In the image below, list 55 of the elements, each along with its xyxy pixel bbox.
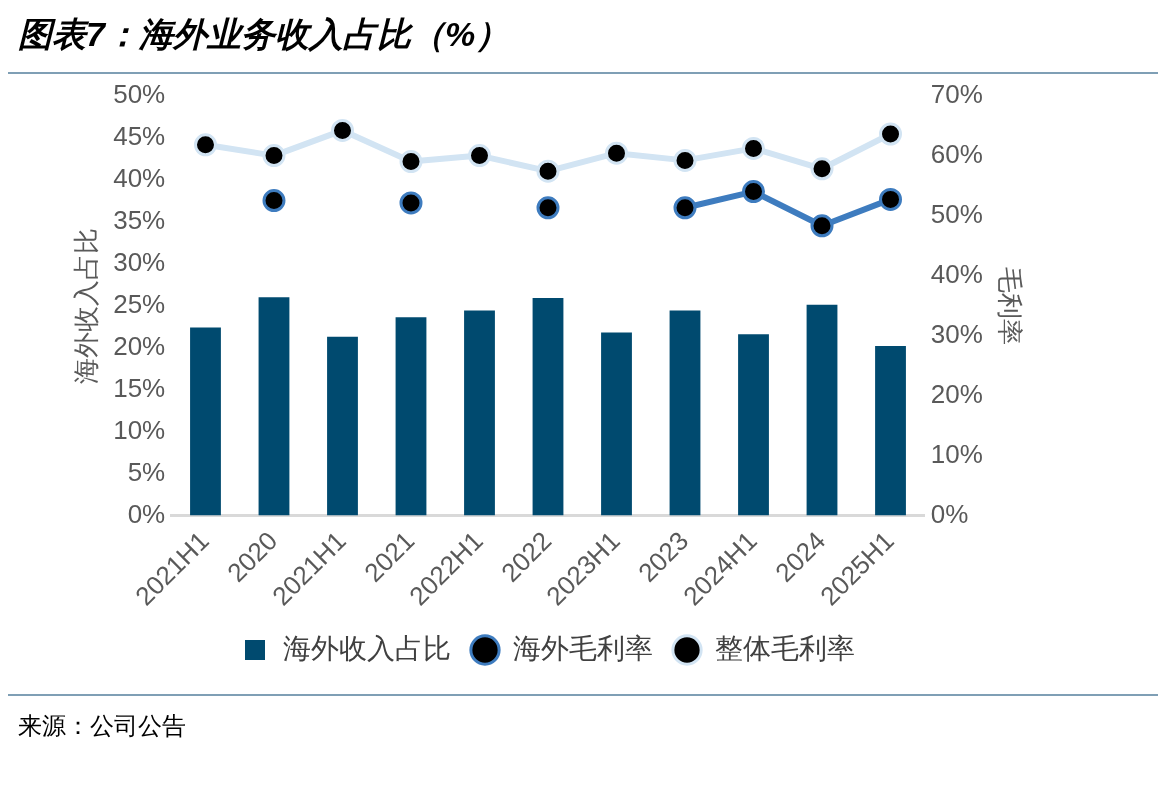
point — [399, 191, 423, 215]
y2-tick-label: 60% — [930, 138, 983, 169]
y-tick-label: 40% — [113, 162, 166, 193]
point — [536, 196, 560, 220]
y-tick-label: 15% — [113, 372, 166, 403]
bar — [875, 345, 906, 516]
point — [605, 141, 628, 165]
y2-tick-label: 50% — [930, 198, 983, 229]
bar — [532, 298, 564, 516]
y2-tick-label: 30% — [930, 318, 983, 349]
bar — [601, 332, 632, 516]
point — [193, 133, 217, 157]
point — [330, 118, 354, 142]
bar — [669, 310, 701, 516]
point — [399, 150, 423, 174]
point — [810, 157, 834, 181]
y-axis-title: 海外收入占比 — [70, 227, 101, 384]
point — [879, 187, 903, 211]
legend-label: 海外收入占比 — [283, 632, 451, 664]
y-tick-label: 0% — [127, 498, 166, 529]
bar — [806, 304, 838, 516]
y2-tick-label: 10% — [930, 438, 983, 469]
point — [673, 148, 697, 172]
y-tick-label: 5% — [127, 456, 166, 487]
bar — [738, 334, 769, 516]
source-note: 来源：公司公告 — [18, 711, 187, 742]
point — [742, 180, 766, 204]
y2-tick-label: 0% — [930, 498, 969, 529]
y-tick-label: 25% — [113, 288, 166, 319]
point — [536, 159, 560, 183]
y-tick-label: 35% — [113, 204, 166, 235]
bar — [395, 317, 427, 516]
point — [810, 214, 834, 238]
point — [879, 122, 903, 146]
y-tick-label: 30% — [113, 246, 166, 277]
bar — [327, 336, 358, 516]
point — [262, 144, 286, 168]
y2-tick-label: 40% — [930, 258, 983, 289]
point — [742, 136, 766, 160]
y-tick-label: 50% — [113, 78, 166, 109]
legend-label: 海外毛利率 — [513, 632, 653, 664]
bar — [258, 297, 290, 516]
y-tick-label: 45% — [113, 120, 166, 151]
point — [262, 189, 286, 213]
y-tick-label: 10% — [113, 414, 166, 445]
legend-label: 整体毛利率 — [715, 632, 855, 664]
y2-axis-title: 毛利率 — [995, 266, 1026, 345]
point — [468, 144, 491, 168]
y2-tick-label: 20% — [930, 378, 983, 409]
y-tick-label: 20% — [113, 330, 166, 361]
point — [673, 196, 697, 220]
chart-title: 图表7：海外业务收入占比（%） — [8, 8, 1158, 74]
y2-tick-label: 70% — [930, 78, 983, 109]
bar — [464, 310, 495, 516]
bar — [190, 327, 221, 516]
